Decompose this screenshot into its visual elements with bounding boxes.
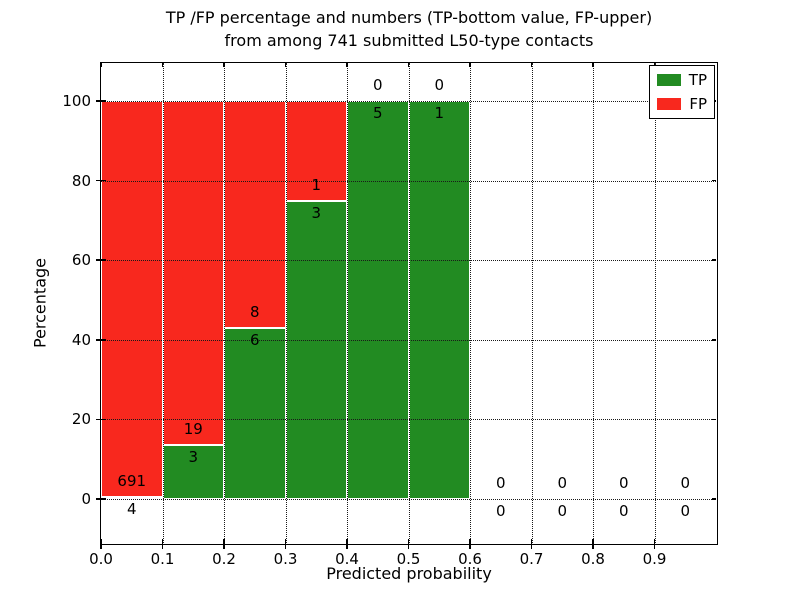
tp-bar-segment [101, 496, 163, 499]
y-tick-label: 80 [71, 171, 91, 190]
y-tick-label: 20 [71, 410, 91, 429]
tp-count-label: 4 [126, 499, 137, 518]
tp-swatch-icon [657, 74, 681, 86]
gridline-v [470, 63, 471, 543]
gridline-v [285, 63, 287, 543]
gridline-v [593, 63, 594, 543]
tp-bar-segment [347, 101, 409, 499]
legend-label-tp: TP [688, 71, 707, 89]
tp-count-label: 0 [680, 502, 691, 520]
fp-count-label: 0 [680, 474, 691, 492]
y-tick-label: 40 [71, 330, 91, 349]
y-tick-mark [96, 418, 106, 421]
x-tick-mark-top [469, 63, 471, 67]
y-tick-mark-right [712, 418, 716, 421]
fp-count-label: 0 [557, 474, 568, 492]
tp-count-label: 3 [188, 447, 199, 466]
x-tick-mark-top [100, 63, 102, 67]
x-tick-mark [223, 539, 225, 549]
fp-count-label: 0 [495, 474, 506, 492]
x-tick-label: 0.2 [212, 550, 236, 568]
fp-count-label: 8 [249, 303, 260, 322]
x-tick-mark [407, 539, 410, 549]
gridline-v [162, 63, 164, 543]
chart-title-line1: TP /FP percentage and numbers (TP-bottom… [165, 8, 653, 27]
x-tick-mark-top [407, 63, 410, 67]
y-tick-mark-right [712, 498, 716, 500]
x-tick-label: 0.3 [273, 550, 298, 568]
y-tick-mark [96, 179, 106, 182]
tp-count-label: 0 [618, 502, 629, 520]
fp-swatch-icon [657, 98, 682, 110]
tp-count-label: 1 [434, 104, 445, 122]
x-tick-mark [530, 539, 533, 549]
x-tick-mark-top [284, 63, 287, 67]
legend-item-tp: TP [657, 71, 707, 89]
tp-bar-segment [408, 101, 470, 499]
y-tick-mark [96, 259, 106, 261]
gridline-v [224, 63, 225, 543]
chart-title-line2: from among 741 submitted L50-type contac… [224, 31, 594, 50]
gridline-v [531, 63, 533, 543]
x-axis-label: Predicted probability [326, 564, 492, 583]
y-tick-mark [96, 339, 106, 341]
fp-count-label: 0 [434, 76, 445, 94]
y-tick-mark-right [712, 179, 716, 182]
chart-title: TP /FP percentage and numbers (TP-bottom… [100, 6, 718, 52]
fp-bar-segment [224, 101, 286, 329]
y-tick-label: 0 [81, 490, 91, 508]
x-tick-mark-top [592, 63, 594, 67]
x-tick-mark-top [530, 63, 533, 67]
x-tick-mark [161, 539, 164, 549]
tp-bar-segment [224, 328, 286, 499]
gridline-v [654, 63, 656, 543]
tp-count-label: 3 [311, 203, 322, 222]
x-tick-mark-top [161, 63, 164, 67]
x-tick-mark-top [346, 63, 348, 67]
gridline-v [347, 63, 348, 543]
tp-bar-segment [285, 200, 347, 499]
y-tick-label: 100 [62, 92, 91, 110]
x-tick-mark [100, 539, 102, 549]
y-tick-mark [96, 100, 106, 102]
x-tick-label: 0.5 [396, 550, 421, 568]
x-tick-label: 0.1 [150, 550, 175, 568]
y-tick-mark-right [712, 339, 716, 341]
x-tick-label: 0.6 [458, 550, 482, 568]
fp-count-label: 691 [117, 471, 147, 490]
x-tick-mark [653, 539, 656, 549]
x-tick-label: 0.4 [335, 550, 359, 568]
x-tick-mark [592, 539, 594, 549]
y-tick-mark-right [712, 259, 716, 261]
tp-count-label: 0 [557, 502, 568, 520]
fp-bar-segment [162, 101, 224, 445]
y-tick-mark [96, 498, 106, 500]
fp-count-label: 0 [372, 76, 383, 94]
x-tick-label: 0.7 [519, 550, 544, 568]
tp-count-label: 5 [372, 104, 383, 122]
fp-count-label: 19 [183, 419, 203, 438]
tp-count-label: 6 [249, 331, 260, 350]
x-tick-mark [469, 539, 471, 549]
x-tick-mark [346, 539, 348, 549]
plot-area: TP FP 691 4 19 3 8 6 1 3 0 5 0 1 0 0 0 0 0 0 0 0 0.0 0.1 0.2 0.… [62, 62, 718, 568]
legend-item-fp: FP [657, 95, 707, 113]
legend: TP FP [649, 65, 715, 119]
tp-bar-segment [162, 444, 224, 499]
x-tick-mark-top [223, 63, 225, 67]
y-tick-label: 60 [71, 251, 91, 270]
legend-label-fp: FP [689, 95, 707, 113]
x-tick-label: 0.8 [581, 550, 605, 568]
fp-bar-segment [101, 101, 163, 497]
x-tick-label: 0.9 [642, 550, 667, 568]
gridline-v [408, 63, 410, 543]
fp-bar-segment [285, 101, 347, 201]
tp-count-label: 0 [495, 502, 506, 520]
x-tick-mark [284, 539, 287, 549]
fp-count-label: 1 [311, 175, 322, 194]
x-tick-label: 0.0 [89, 550, 113, 568]
fp-count-label: 0 [618, 474, 629, 492]
